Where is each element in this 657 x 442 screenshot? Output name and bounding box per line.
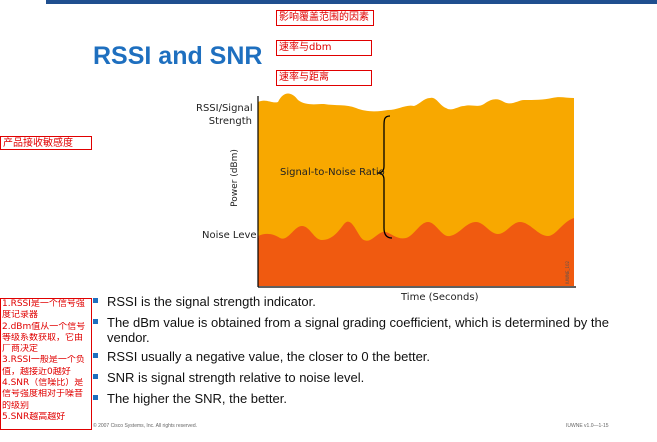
side-note-line: 3.RSSI一般是一个负 [2,355,85,366]
bullet-item: RSSI usually a negative value, the close… [93,349,613,364]
rssi-label: RSSI/Signal Strength [196,102,253,128]
side-note-line: 度记录器 [2,310,39,321]
rssi-label-line1: RSSI/Signal [196,103,253,114]
annotation-rate-distance: 速率与距离 [276,70,372,86]
side-note-line: 2.dBm值从一个信号 [2,321,86,332]
header-bar [46,0,657,4]
slide-title: RSSI and SNR [93,42,263,70]
bullet-item: The higher the SNR, the better. [93,391,613,406]
side-notes: 1.RSSI是一个信号强 度记录器 2.dBm值从一个信号 等级系数获取，它由 … [0,298,92,430]
bullet-square [93,319,98,324]
side-note-line: 信号强度相对于噪音 [2,389,84,400]
snr-brace [376,115,393,239]
bullet-text: RSSI usually a negative value, the close… [107,349,431,364]
annotation-coverage-factors: 影响覆盖范围的因素 [276,10,374,26]
bullet-item: RSSI is the signal strength indicator. [93,294,613,309]
side-note-line: 等级系数获取，它由 [2,332,84,343]
bullet-text: RSSI is the signal strength indicator. [107,294,316,309]
noise-area [258,218,574,286]
annotation-rate-dbm: 速率与dbm [276,40,372,56]
side-note-line: 的级别 [2,400,30,411]
bullet-square [93,395,98,400]
figure-id: IUWNE_102 [565,260,571,285]
noise-level-label: Noise Level [202,230,260,241]
bullet-square [93,353,98,358]
side-note-line: 值，越接近0越好 [2,366,71,377]
bullet-square [93,298,98,303]
side-note-line: 厂商决定 [2,344,39,355]
side-note-line: 5.SNR越高越好 [2,411,66,422]
bullet-text: The higher the SNR, the better. [107,391,287,406]
y-axis-label: Power (dBm) [229,149,240,207]
bullet-square [93,374,98,379]
bullet-item: The dBm value is obtained from a signal … [93,315,613,345]
bullet-text: SNR is signal strength relative to noise… [107,370,365,385]
side-note-line: 4.SNR（信噪比）是 [2,378,84,389]
x-axis-label: Time (Seconds) [401,292,479,303]
bullet-list: RSSI is the signal strength indicator. T… [93,294,613,412]
annotation-receiver-sensitivity: 产品接收敏感度 [0,136,92,150]
bullet-text: The dBm value is obtained from a signal … [107,315,609,345]
side-note-line: 1.RSSI是一个信号强 [2,299,85,309]
snr-label: Signal-to-Noise Ratio [280,167,385,178]
bullet-item: SNR is signal strength relative to noise… [93,370,613,385]
footer-course: IUWNE v1.0—1-15 [566,423,609,429]
footer-copyright: © 2007 Cisco Systems, Inc. All rights re… [93,423,198,429]
rssi-label-line2: Strength [208,116,252,127]
